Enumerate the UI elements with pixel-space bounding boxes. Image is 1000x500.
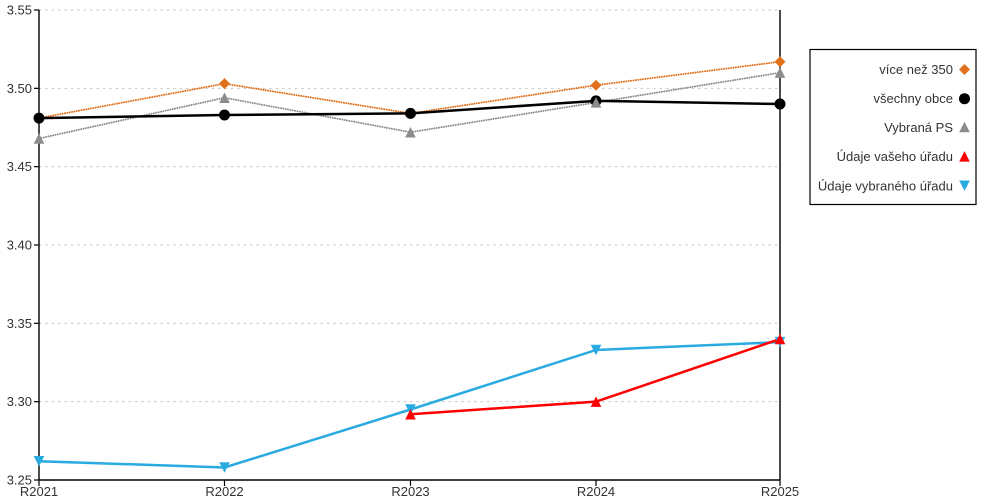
svg-text:R2024: R2024 (577, 484, 615, 499)
svg-text:3.45: 3.45 (7, 159, 32, 174)
svg-text:více než 350: více než 350 (879, 62, 953, 77)
svg-text:všechny obce: všechny obce (874, 91, 954, 106)
svg-text:3.30: 3.30 (7, 394, 32, 409)
svg-text:Vybraná PS: Vybraná PS (884, 120, 953, 135)
svg-text:3.50: 3.50 (7, 81, 32, 96)
svg-text:R2021: R2021 (20, 484, 58, 499)
svg-text:3.35: 3.35 (7, 316, 32, 331)
svg-text:Údaje vašeho úřadu: Údaje vašeho úřadu (837, 149, 953, 164)
svg-text:Údaje vybraného úřadu: Údaje vybraného úřadu (818, 178, 953, 193)
svg-text:3.55: 3.55 (7, 3, 32, 18)
svg-text:R2022: R2022 (205, 484, 243, 499)
svg-text:3.40: 3.40 (7, 238, 32, 253)
svg-text:R2023: R2023 (391, 484, 429, 499)
svg-text:R2025: R2025 (761, 484, 799, 499)
